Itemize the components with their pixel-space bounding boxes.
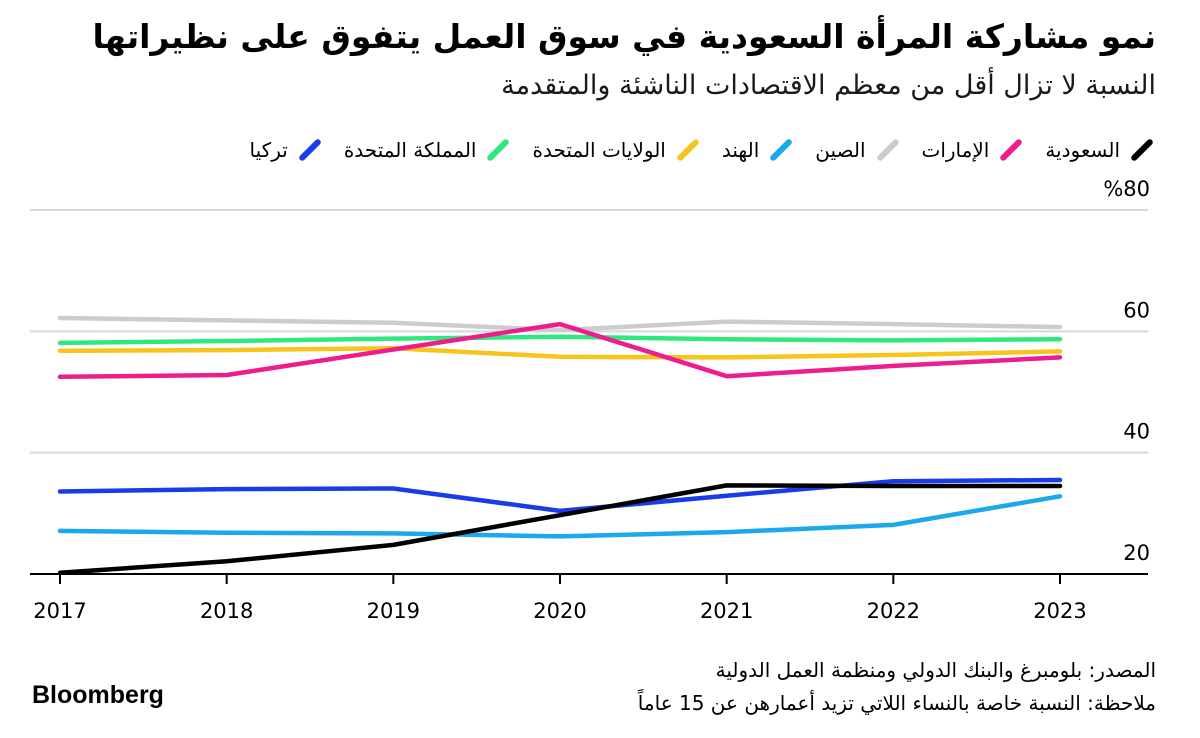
source-note: المصدر: بلومبرغ والبنك الدولي ومنظمة الع… (715, 658, 1156, 682)
y-tick-label-40: 40 (1123, 420, 1150, 444)
series-line-2 (57, 494, 1063, 539)
y-tick-label-80: %80 (1103, 177, 1150, 201)
legend-item-emirates: الإمارات (922, 136, 1026, 164)
y-tick-label-20: 20 (1123, 541, 1150, 565)
footnote: ملاحظة: النسبة خاصة بالنساء اللاتي تزيد … (637, 691, 1156, 715)
series-line-1 (57, 315, 1063, 333)
series-line-3 (57, 346, 1063, 360)
legend-item-turkey: تركيا (250, 136, 324, 164)
x-tick-label-2019: 2019 (367, 599, 420, 623)
legend-label-emirates: الإمارات (921, 138, 990, 162)
x-tick-label-2023: 2023 (1033, 599, 1086, 623)
x-tick-label-2018: 2018 (200, 599, 253, 623)
series-line-5 (57, 477, 1063, 514)
bloomberg-logo: Bloomberg (32, 681, 164, 709)
legend-label-us: الولايات المتحدة (532, 138, 666, 162)
chart-subtitle: النسبة لا تزال أقل من معظم الاقتصادات ال… (501, 70, 1156, 101)
legend-item-saudi: السعودية (1045, 136, 1156, 164)
legend-label-turkey: تركيا (249, 138, 288, 162)
chart-legend: السعودية الإمارات الصين الهند الولايات ا… (250, 136, 1156, 164)
legend-item-india: الهند (722, 136, 795, 164)
chart-title: نمو مشاركة المرأة السعودية في سوق العمل … (92, 17, 1156, 56)
series-line-0 (57, 483, 1063, 576)
legend-item-china: الصين (815, 136, 901, 164)
x-tick-label-2017: 2017 (33, 599, 86, 623)
legend-item-us: الولايات المتحدة (532, 136, 701, 164)
legend-label-saudi: السعودية (1045, 138, 1120, 162)
y-tick-label-60: 60 (1123, 298, 1150, 322)
x-tick-label-2020: 2020 (533, 599, 586, 623)
legend-label-uk: المملكة المتحدة (343, 138, 477, 162)
legend-item-uk: المملكة المتحدة (344, 136, 513, 164)
x-tick-label-2021: 2021 (700, 599, 753, 623)
x-tick-label-2022: 2022 (867, 599, 920, 623)
legend-label-china: الصين (815, 138, 866, 162)
legend-label-india: الهند (721, 138, 760, 162)
series-line-4 (57, 334, 1063, 346)
series-line-7 (57, 321, 1063, 380)
